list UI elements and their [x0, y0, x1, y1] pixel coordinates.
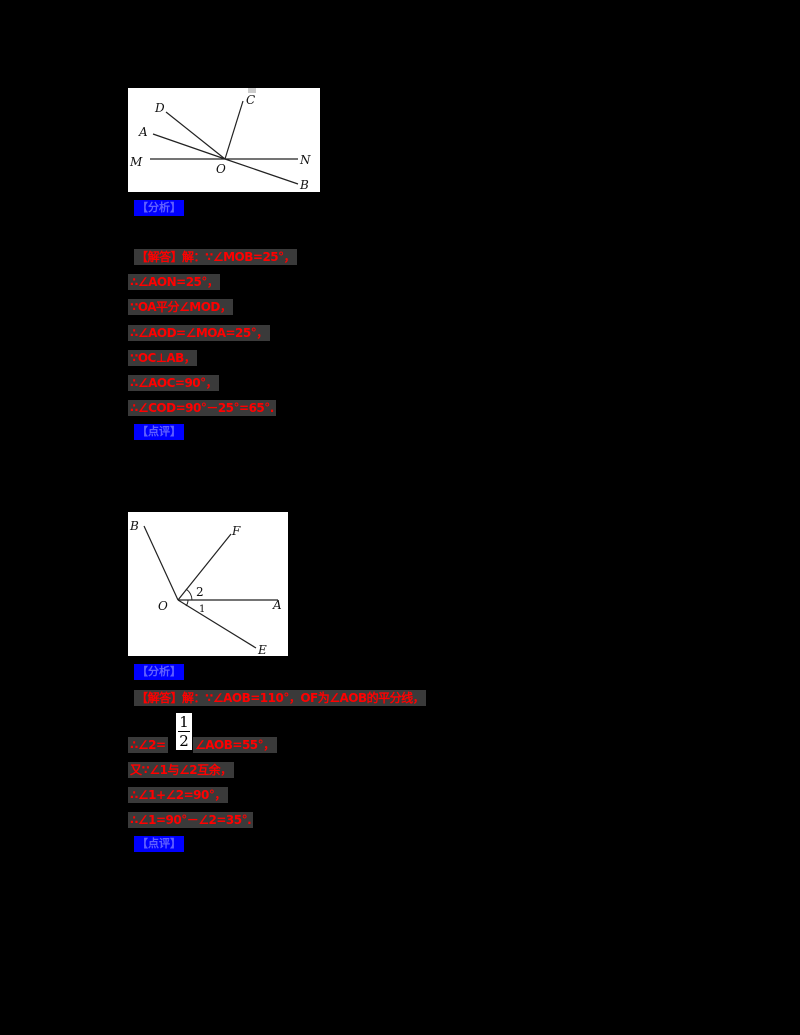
analysis-tag-1: 【分析】	[134, 200, 184, 216]
solution-1-line-5: ∵OC⊥AB，	[128, 350, 198, 366]
fraction-denominator: 2	[179, 732, 189, 750]
label-angle-2: 2	[196, 585, 204, 599]
figure-2-angles: B F O A E 2 1	[128, 512, 288, 656]
label-a: A	[138, 125, 148, 139]
fraction-one-half: 1 2	[176, 713, 192, 750]
solution-1-line-7: ∴∠COD=90°－25°=65°.	[128, 400, 276, 416]
label-e: E	[257, 643, 267, 656]
comment-tag-1: 【点评】	[134, 424, 184, 440]
label-b: B	[299, 178, 309, 192]
figure-1-svg: D C A M O N B	[129, 88, 311, 192]
label-n: N	[299, 153, 311, 167]
figure-2-svg: B F O A E 2 1	[129, 519, 282, 656]
solution-1-line-6: ∴∠AOC=90°，	[128, 375, 220, 391]
fraction-bar	[178, 731, 190, 732]
solution-2-line-2a: ∴∠2=	[128, 737, 168, 753]
solution-2-line-3: 又∵∠1与∠2互余，	[128, 762, 234, 778]
label-o: O	[216, 162, 226, 176]
label-f: F	[231, 524, 241, 538]
solution-2-line-4: ∴∠1+∠2=90°，	[128, 787, 228, 803]
fraction-numerator: 1	[179, 713, 189, 731]
figure-1-angles: D C A M O N B	[128, 88, 320, 192]
label-d: D	[154, 101, 165, 115]
solution-2-line-1: 【解答】解：∵∠AOB=110°，OF为∠AOB的平分线，	[134, 690, 427, 706]
solution-2-line-5: ∴∠1=90°－∠2=35°.	[128, 812, 254, 828]
label-o: O	[158, 599, 168, 613]
analysis-tag-2: 【分析】	[134, 664, 184, 680]
solution-1-line-1: 【解答】解：∵∠MOB=25°，	[134, 249, 298, 265]
label-b: B	[129, 519, 139, 533]
solution-1-line-4: ∴∠AOD=∠MOA=25°，	[128, 325, 270, 341]
solution-1-line-2: ∴∠AON=25°，	[128, 274, 221, 290]
label-a: A	[272, 598, 282, 612]
label-m: M	[129, 155, 143, 169]
label-c: C	[246, 93, 255, 107]
solution-2-line-2b: ∠AOB=55°，	[193, 737, 277, 753]
comment-tag-2: 【点评】	[134, 836, 184, 852]
label-angle-1: 1	[199, 604, 205, 615]
solution-1-line-3: ∵OA平分∠MOD，	[128, 299, 234, 315]
